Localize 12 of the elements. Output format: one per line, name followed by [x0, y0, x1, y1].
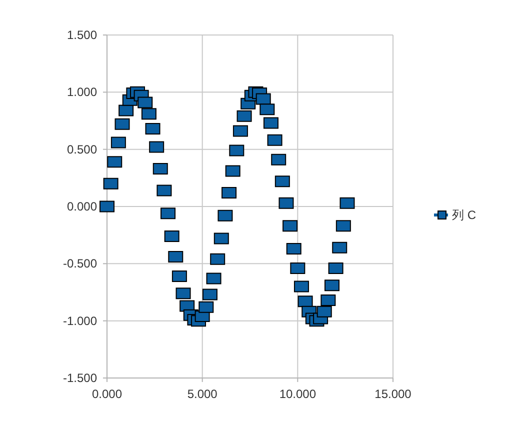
legend-label: 列 C: [452, 208, 476, 222]
y-tick-label: 0.500: [66, 142, 98, 156]
y-tick-label: -1.500: [62, 371, 98, 385]
y-tick-label: -1.000: [62, 314, 98, 328]
y-tick-label: 1.000: [66, 85, 98, 100]
x-tick-label: 5.000: [187, 387, 218, 401]
y-tick-label: -0.500: [62, 256, 98, 271]
x-tick-label: 10.000: [279, 387, 316, 401]
y-tick-label: 0.000: [66, 200, 98, 214]
x-tick-label: 15.000: [374, 387, 412, 401]
y-tick-label: 1.500: [66, 28, 98, 42]
x-tick-label: 0.000: [92, 387, 122, 401]
